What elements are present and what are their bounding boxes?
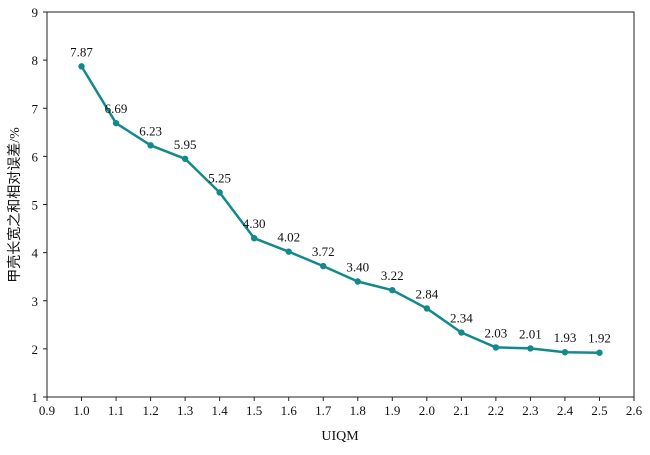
data-point	[216, 189, 223, 196]
x-tick-label: 2.5	[591, 403, 607, 418]
data-label: 2.03	[485, 325, 508, 340]
y-tick-label: 2	[32, 342, 39, 357]
data-point	[527, 345, 534, 352]
y-tick-label: 1	[32, 390, 39, 405]
x-tick-label: 1.9	[384, 403, 400, 418]
x-tick-label: 1.5	[246, 403, 262, 418]
x-tick-label: 1.1	[108, 403, 124, 418]
y-tick-label: 5	[32, 198, 39, 213]
data-point	[112, 119, 120, 127]
x-tick-label: 1.2	[142, 403, 158, 418]
data-label: 3.40	[346, 260, 369, 275]
data-point	[250, 234, 258, 242]
data-label: 6.69	[105, 101, 128, 116]
y-axis-label: 甲壳长宽之和相对误差/%	[6, 127, 23, 283]
data-point	[78, 63, 85, 70]
series-line	[80, 65, 600, 354]
y-tick-label: 4	[32, 246, 39, 261]
data-label: 2.01	[519, 326, 542, 341]
data-label: 6.23	[139, 123, 162, 138]
data-point	[389, 286, 396, 294]
y-tick-label: 8	[32, 53, 39, 68]
data-label: 2.84	[415, 286, 438, 301]
x-tick-label: 2.3	[522, 403, 538, 418]
data-label: 7.87	[70, 44, 93, 59]
data-label: 4.30	[243, 216, 266, 231]
data-point	[458, 329, 465, 336]
plot-frame	[46, 11, 635, 398]
y-tick-label: 7	[32, 101, 39, 116]
x-tick-label: 2.6	[626, 403, 643, 418]
data-point	[147, 142, 154, 149]
data-label: 4.02	[277, 230, 300, 245]
data-point	[320, 262, 327, 270]
data-label: 3.22	[381, 268, 404, 283]
data-point	[596, 349, 603, 356]
x-tick-label: 2.1	[453, 403, 469, 418]
data-point	[561, 349, 569, 356]
x-tick-label: 0.9	[39, 403, 55, 418]
data-label: 3.72	[312, 244, 335, 259]
x-tick-label: 1.6	[281, 403, 298, 418]
data-label: 1.92	[588, 331, 611, 346]
data-point	[354, 278, 361, 285]
data-label: 5.95	[174, 137, 197, 152]
y-tick-label: 9	[32, 5, 39, 20]
y-tick-label: 6	[32, 149, 39, 164]
x-tick-label: 2.0	[419, 403, 435, 418]
x-axis-label: UIQM	[321, 429, 359, 444]
data-point	[492, 344, 500, 351]
y-tick-label: 3	[32, 294, 39, 309]
x-tick-label: 1.4	[212, 403, 229, 418]
x-tick-label: 1.3	[177, 403, 193, 418]
data-point	[181, 155, 189, 162]
data-label: 1.93	[554, 330, 577, 345]
data-point	[423, 305, 431, 312]
data-label: 5.25	[208, 170, 231, 185]
x-tick-label: 1.7	[315, 403, 332, 418]
data-label: 2.34	[450, 311, 473, 326]
x-tick-label: 1.8	[350, 403, 366, 418]
x-tick-label: 2.2	[488, 403, 504, 418]
data-point	[285, 248, 292, 255]
x-tick-label: 2.4	[557, 403, 574, 418]
x-tick-label: 1.0	[73, 403, 89, 418]
